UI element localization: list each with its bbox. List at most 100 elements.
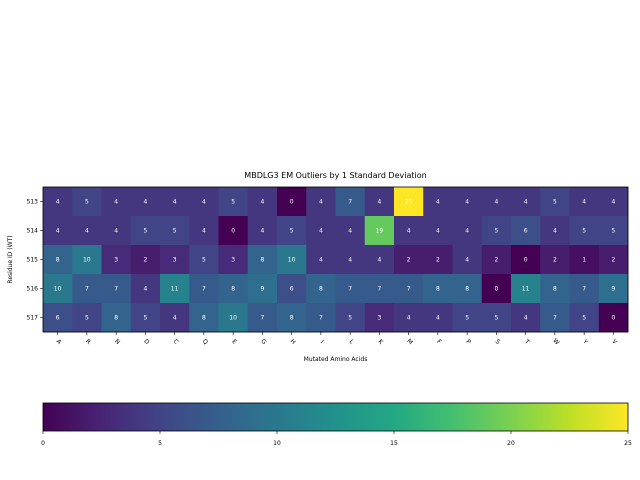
heatmap-cell <box>540 303 570 333</box>
heatmap-cell <box>511 274 541 304</box>
heatmap-cell <box>247 216 278 246</box>
cell-value-label: 4 <box>524 315 528 322</box>
heatmap-cell <box>364 187 395 217</box>
cell-value-label: 4 <box>56 228 60 235</box>
cell-value-label: 11 <box>522 286 530 293</box>
cell-value-label: 19 <box>376 228 384 235</box>
heatmap-cell <box>394 187 424 217</box>
cell-value-label: 4 <box>436 315 440 322</box>
cell-value-label: 0 <box>290 199 294 206</box>
y-tick-label: 515 <box>27 257 39 264</box>
cell-value-label: 2 <box>494 257 498 264</box>
heatmap-cell <box>511 303 541 333</box>
y-tick-label: 516 <box>27 286 39 293</box>
cell-value-label: 5 <box>173 228 177 235</box>
heatmap-cell <box>43 303 73 333</box>
heatmap-cell <box>511 216 541 246</box>
cell-value-label: 7 <box>260 315 264 322</box>
cell-value-label: 6 <box>290 286 294 293</box>
heatmap-cell <box>277 274 307 304</box>
x-tick-label: H <box>289 338 297 346</box>
cell-value-label: 2 <box>611 257 615 264</box>
cell-value-label: 8 <box>290 315 294 322</box>
cell-value-label: 4 <box>202 199 206 206</box>
heatmap-cell <box>452 187 483 217</box>
x-tick-label: Y <box>581 337 589 345</box>
cell-value-label: 2 <box>436 257 440 264</box>
cell-value-label: 11 <box>171 286 179 293</box>
heatmap-cell <box>277 303 307 333</box>
heatmap-cell <box>160 187 190 217</box>
x-tick-label: Q <box>201 338 209 346</box>
cell-value-label: 4 <box>143 199 147 206</box>
cell-value-label: 8 <box>436 286 440 293</box>
cell-value-label: 8 <box>260 257 264 264</box>
heatmap-cell <box>218 245 249 275</box>
heatmap-cell <box>423 303 453 333</box>
cell-value-label: 7 <box>319 315 323 322</box>
heatmap-cell <box>160 245 190 275</box>
cell-value-label: 4 <box>114 199 118 206</box>
cell-value-label: 8 <box>202 315 206 322</box>
cell-value-label: 8 <box>231 286 235 293</box>
heatmap-cell <box>306 303 336 333</box>
heatmap-cells: 4 5 4 4 4 4 5 4 0 4 7 4 25 4 4 4 4 5 4 44 4 4 5 5 4 0 4 5 4 4 19 4 4 4 5 6 4… <box>43 187 629 333</box>
heatmap-cell <box>101 274 132 304</box>
cell-value-label: 0 <box>231 228 235 235</box>
x-tick-label: M <box>405 338 414 347</box>
cell-value-label: 4 <box>114 228 118 235</box>
cell-value-label: 2 <box>143 257 147 264</box>
cell-value-label: 4 <box>436 199 440 206</box>
heatmap-cell <box>511 245 541 275</box>
heatmap-cell <box>189 216 219 246</box>
colorbar-ticks: 0 5 10 15 20 25 <box>41 431 632 447</box>
heatmap-cell <box>540 216 570 246</box>
x-tick-label: A <box>55 338 63 346</box>
x-tick-label: P <box>464 338 472 346</box>
cell-value-label: 5 <box>348 315 352 322</box>
cell-value-label: 4 <box>319 228 323 235</box>
heatmap-cell <box>43 274 73 304</box>
cell-value-label: 6 <box>56 315 60 322</box>
cell-value-label: 4 <box>56 199 60 206</box>
cell-value-label: 2 <box>407 257 411 264</box>
cell-value-label: 5 <box>290 228 294 235</box>
heatmap-cell <box>481 274 512 304</box>
heatmap-cell <box>247 303 278 333</box>
cell-value-label: 7 <box>85 286 89 293</box>
cell-value-label: 8 <box>56 257 60 264</box>
heatmap-cell <box>218 187 249 217</box>
heatmap-cell <box>72 274 102 304</box>
cell-value-label: 4 <box>494 199 498 206</box>
cell-value-label: 9 <box>260 286 264 293</box>
cell-value-label: 5 <box>202 257 206 264</box>
cell-value-label: 4 <box>173 199 177 206</box>
cell-value-label: 3 <box>173 257 177 264</box>
x-tick-label: F <box>435 338 443 346</box>
chart-title: MBDLG3 EM Outliers by 1 Standard Deviati… <box>244 171 426 180</box>
heatmap-cell <box>43 245 73 275</box>
heatmap-cell <box>335 245 366 275</box>
heatmap-cell <box>394 274 424 304</box>
cell-value-label: 5 <box>85 315 89 322</box>
cell-value-label: 7 <box>348 199 352 206</box>
heatmap-cell <box>306 245 336 275</box>
y-axis-ticks: 513 514 515 516 517 <box>27 199 43 322</box>
x-tick-label: G <box>259 338 267 346</box>
heatmap-cell <box>72 303 102 333</box>
heatmap-cell <box>218 303 249 333</box>
cell-value-label: 7 <box>553 315 557 322</box>
heatmap-cell <box>130 303 161 333</box>
heatmap-cell <box>130 187 161 217</box>
cell-value-label: 4 <box>611 199 615 206</box>
colorbar <box>42 402 629 432</box>
cell-value-label: 3 <box>231 257 235 264</box>
cell-value-label: 4 <box>85 228 89 235</box>
heatmap-cell <box>72 245 102 275</box>
x-tick-label: R <box>84 338 92 346</box>
colorbar-tick-label: 15 <box>390 440 398 447</box>
heatmap-cell <box>160 274 190 304</box>
heatmap-cell <box>569 216 600 246</box>
cell-value-label: 5 <box>231 199 235 206</box>
